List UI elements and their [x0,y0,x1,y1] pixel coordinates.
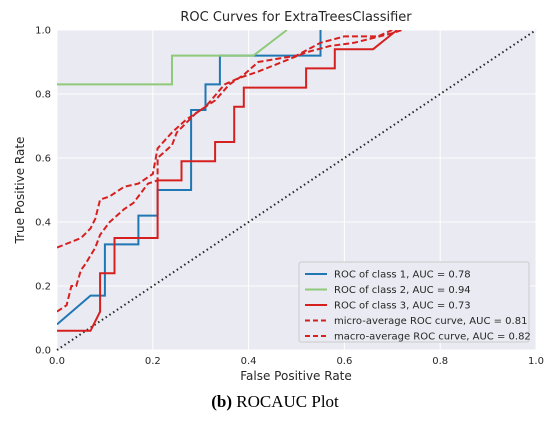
legend-label: ROC of class 3, AUC = 0.73 [334,301,471,312]
y-tick-label: 0.6 [35,154,51,165]
legend: ROC of class 1, AUC = 0.78 ROC of class 2… [298,261,531,343]
x-tick-label: 0.2 [145,356,161,367]
y-tick-label: 0.0 [35,346,51,357]
legend-label: micro-average ROC curve, AUC = 0.81 [334,316,527,327]
chance-diagonal [56,29,537,351]
x-tick-label: 0.8 [432,356,448,367]
legend-label: ROC of class 2, AUC = 0.94 [334,285,471,296]
tick-labels: 0.0 0.2 0.4 0.6 0.8 1.0 0.0 0.2 0.4 0.6 0.8 1.0 [35,26,544,368]
grid [56,29,537,351]
x-axis-label: False Positive Rate [240,369,352,383]
x-tick-label: 0.4 [241,356,257,367]
caption-text: ROCAUC Plot [232,392,339,411]
legend-label: macro-average ROC curve, AUC = 0.82 [334,332,531,343]
x-tick-label: 0.0 [49,356,65,367]
y-tick-label: 0.2 [35,282,51,293]
y-axis-label: True Positive Rate [13,137,27,245]
roc-curve-5 [57,30,393,249]
legend-label: ROC of class 1, AUC = 0.78 [334,270,471,281]
chart-title: ROC Curves for ExtraTreesClassifier [180,10,412,25]
x-tick-label: 0.6 [336,356,352,367]
y-tick-label: 1.0 [35,26,51,37]
roc-chart: 0.0 0.2 0.4 0.6 0.8 1.0 0.0 0.2 0.4 0.6 0.8 1.0 ROC… [13,10,544,383]
roc-curve-4 [57,30,403,313]
roc-curve-1 [57,30,322,326]
y-tick-label: 0.8 [35,90,51,101]
legend-box [298,261,530,343]
caption-label: (b) [211,392,233,411]
x-tick-label: 1.0 [528,356,544,367]
y-tick-label: 0.4 [35,218,51,229]
figure-caption: (b) ROCAUC Plot [0,392,550,412]
roc-curve-2 [57,30,288,86]
roc-curve-3 [57,30,398,332]
series-layer [57,30,403,332]
